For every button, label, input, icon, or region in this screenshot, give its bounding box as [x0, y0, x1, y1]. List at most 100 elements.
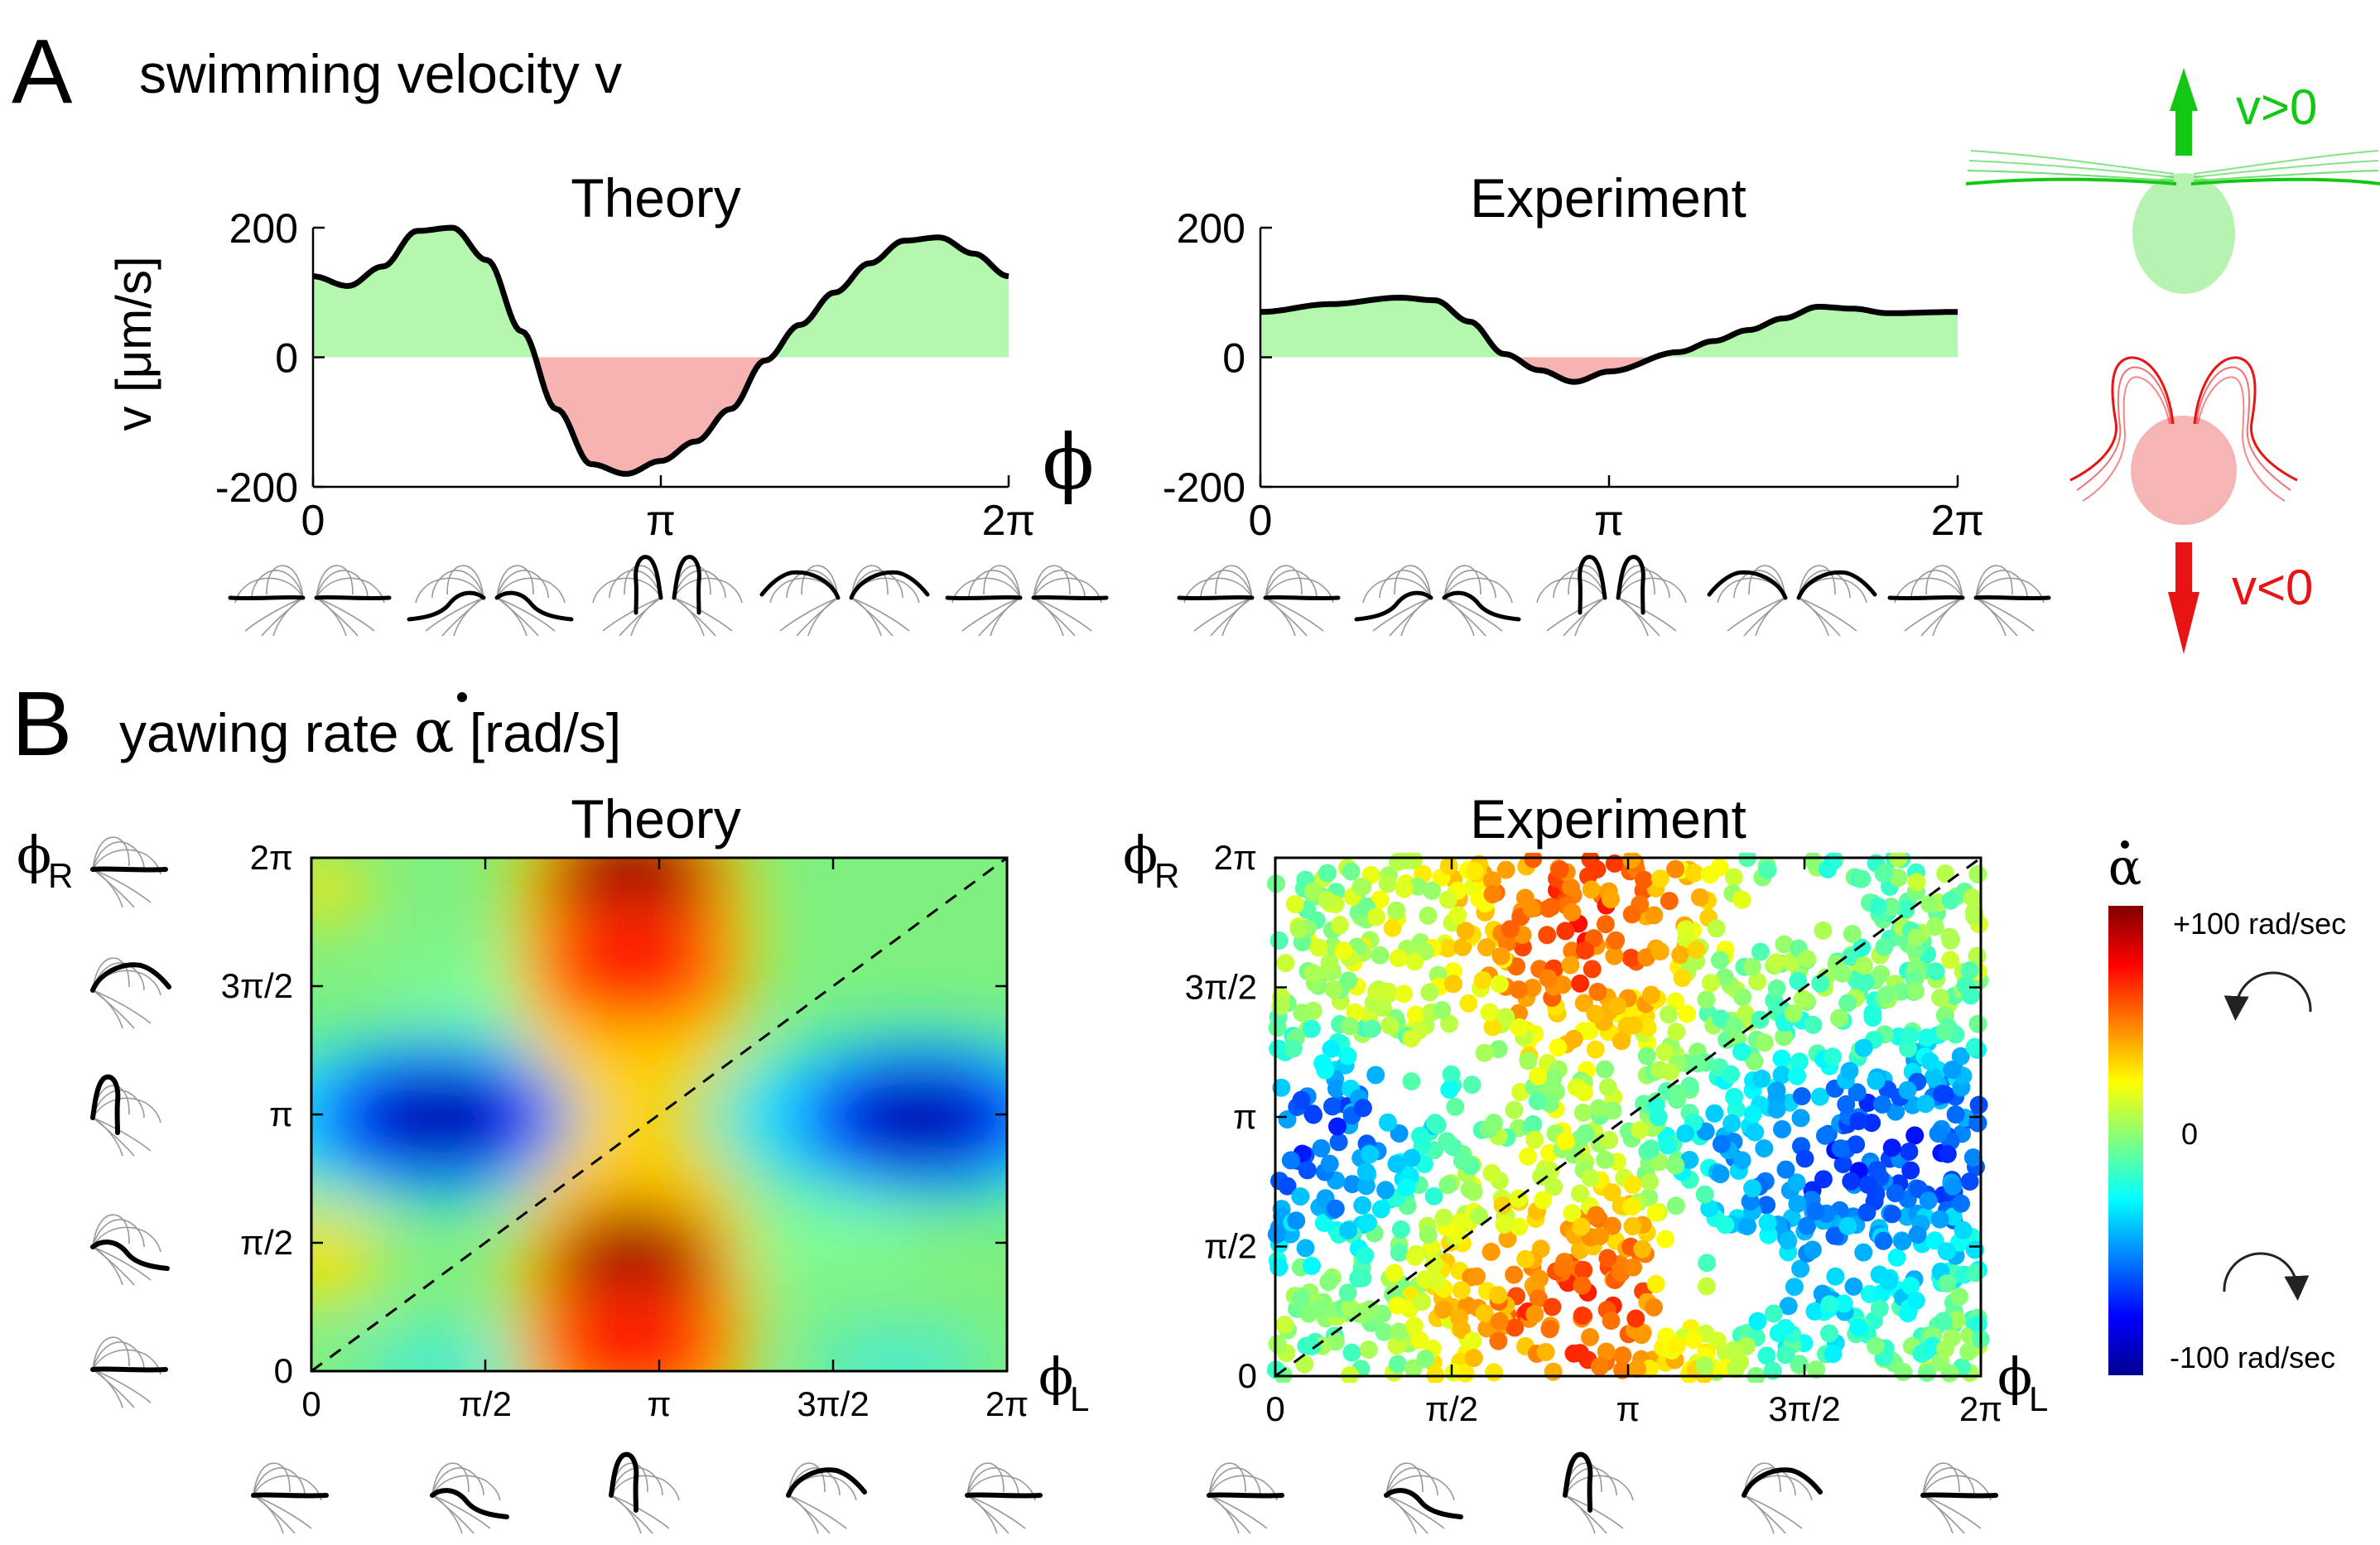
scatter-point — [1424, 1254, 1443, 1273]
phi-symbol: ϕ — [17, 825, 51, 885]
cilia-pair-icon — [592, 555, 743, 637]
scatter-point — [1590, 1357, 1609, 1376]
scatter-point — [1353, 1099, 1372, 1118]
scatter-point — [1439, 856, 1458, 875]
scatter-point — [1410, 1331, 1429, 1350]
scatter-point — [1505, 1100, 1524, 1119]
scatter-point — [1390, 1322, 1409, 1341]
scatter-point — [1462, 1076, 1481, 1095]
scatter-point — [1917, 1364, 1936, 1382]
scatter-point — [1602, 1216, 1621, 1235]
scatter-point — [1490, 1312, 1509, 1331]
cilium-trace — [496, 597, 528, 637]
heatmap-peak-core — [577, 926, 687, 999]
scatter-point — [1707, 919, 1726, 938]
scatter-point — [1666, 859, 1685, 878]
scatter-point — [1613, 1360, 1632, 1379]
scatter-point — [1746, 1123, 1765, 1142]
cilia-pair-icon — [1536, 555, 1687, 637]
cilium-trace — [266, 565, 304, 599]
x-tick-label: π — [1616, 1389, 1640, 1428]
scatter-point — [1397, 1178, 1416, 1196]
panel-a-title: swimming velocity v — [139, 43, 622, 104]
scatter-point — [1575, 941, 1594, 960]
scatter-point — [1334, 941, 1353, 960]
phase-symbol: ϕ — [1043, 418, 1095, 507]
scatter-point — [1446, 1097, 1465, 1116]
scatter-point — [1371, 946, 1390, 965]
x-tick-label: π — [646, 497, 676, 545]
cilium-trace — [1755, 597, 1786, 637]
scatter-point — [1402, 1029, 1421, 1048]
scatter-point — [1482, 1163, 1501, 1182]
scatter-point — [1373, 999, 1392, 1018]
scatter-point — [1700, 1199, 1719, 1218]
cilium-trace — [850, 597, 894, 637]
cilium-trace — [850, 597, 882, 637]
active-cilium — [1563, 1451, 1593, 1513]
cilium-trace — [92, 1219, 145, 1248]
scatter-point — [1641, 985, 1660, 1004]
scatter-point — [1438, 890, 1457, 909]
scatter-point — [1621, 948, 1640, 967]
scatter-point — [1893, 1232, 1912, 1251]
scatter-point — [1711, 1009, 1730, 1028]
scatter-point — [1475, 1304, 1494, 1323]
cilium-trace — [92, 869, 135, 908]
scatter-point — [1330, 916, 1349, 935]
scatter-point — [1666, 1156, 1685, 1175]
scatter-point — [1385, 1263, 1404, 1283]
scatter-point — [1613, 1346, 1632, 1365]
active-cilium-left — [228, 594, 306, 601]
cilium-trace — [673, 570, 726, 599]
x-tick-label: π/2 — [459, 1384, 512, 1423]
scatter-point — [1489, 1040, 1508, 1059]
scatter-point — [1587, 860, 1607, 878]
active-cilium-left — [759, 570, 841, 600]
arrow-down-icon — [2168, 592, 2199, 654]
scatter-point — [1633, 1239, 1652, 1259]
cilium-single-icon — [251, 1462, 329, 1534]
scatter-point — [1960, 1172, 1979, 1191]
scatter-points — [1267, 853, 1990, 1383]
scatter-point — [1881, 898, 1901, 917]
phi-symbol: ϕ — [1997, 1346, 2032, 1407]
cilium-trace — [1443, 597, 1503, 632]
scatter-point — [1678, 1004, 1697, 1023]
scatter-point — [1968, 1315, 1987, 1334]
scatter-point — [1463, 1331, 1482, 1350]
scatter-point — [1963, 888, 1982, 907]
scatter-point — [1600, 1130, 1619, 1149]
x-tick-label: 0 — [301, 497, 325, 545]
scatter-point — [1814, 921, 1833, 940]
active-cilium-right — [1796, 570, 1877, 600]
colorbar-top-label: +100 rad/sec — [2173, 907, 2346, 941]
cilium-single-icon — [90, 1336, 168, 1408]
scatter-point — [1951, 1047, 1970, 1066]
scatter-point — [1602, 890, 1620, 909]
scatter-point — [1269, 931, 1289, 950]
scatter-point — [1510, 1018, 1529, 1037]
scatter-point — [1767, 1081, 1786, 1100]
active-cilium — [786, 1467, 867, 1498]
scatter-point — [1583, 960, 1602, 979]
x-tick-label: 2π — [1931, 497, 1985, 545]
cilium-trace — [446, 565, 484, 599]
scatter-point — [1924, 1067, 1943, 1086]
scatter-point — [1475, 1043, 1494, 1062]
scatter-point — [1745, 1052, 1764, 1071]
active-cilium-right — [672, 555, 701, 615]
cilium-trace — [1920, 597, 1963, 637]
scatter-point — [1806, 1201, 1825, 1220]
scatter-point — [1668, 1084, 1687, 1103]
cilium-trace — [92, 1246, 123, 1286]
scatter-point — [1496, 1008, 1515, 1027]
scatter-point — [1525, 1305, 1544, 1324]
scatter-point — [1795, 1149, 1814, 1168]
scatter-point — [1362, 1019, 1381, 1038]
cilium-trace — [92, 1226, 161, 1253]
scatter-point — [1726, 1360, 1745, 1379]
cilium-trace — [92, 957, 130, 991]
scatter-point — [1295, 1355, 1314, 1374]
scatter-point — [1303, 1105, 1322, 1124]
